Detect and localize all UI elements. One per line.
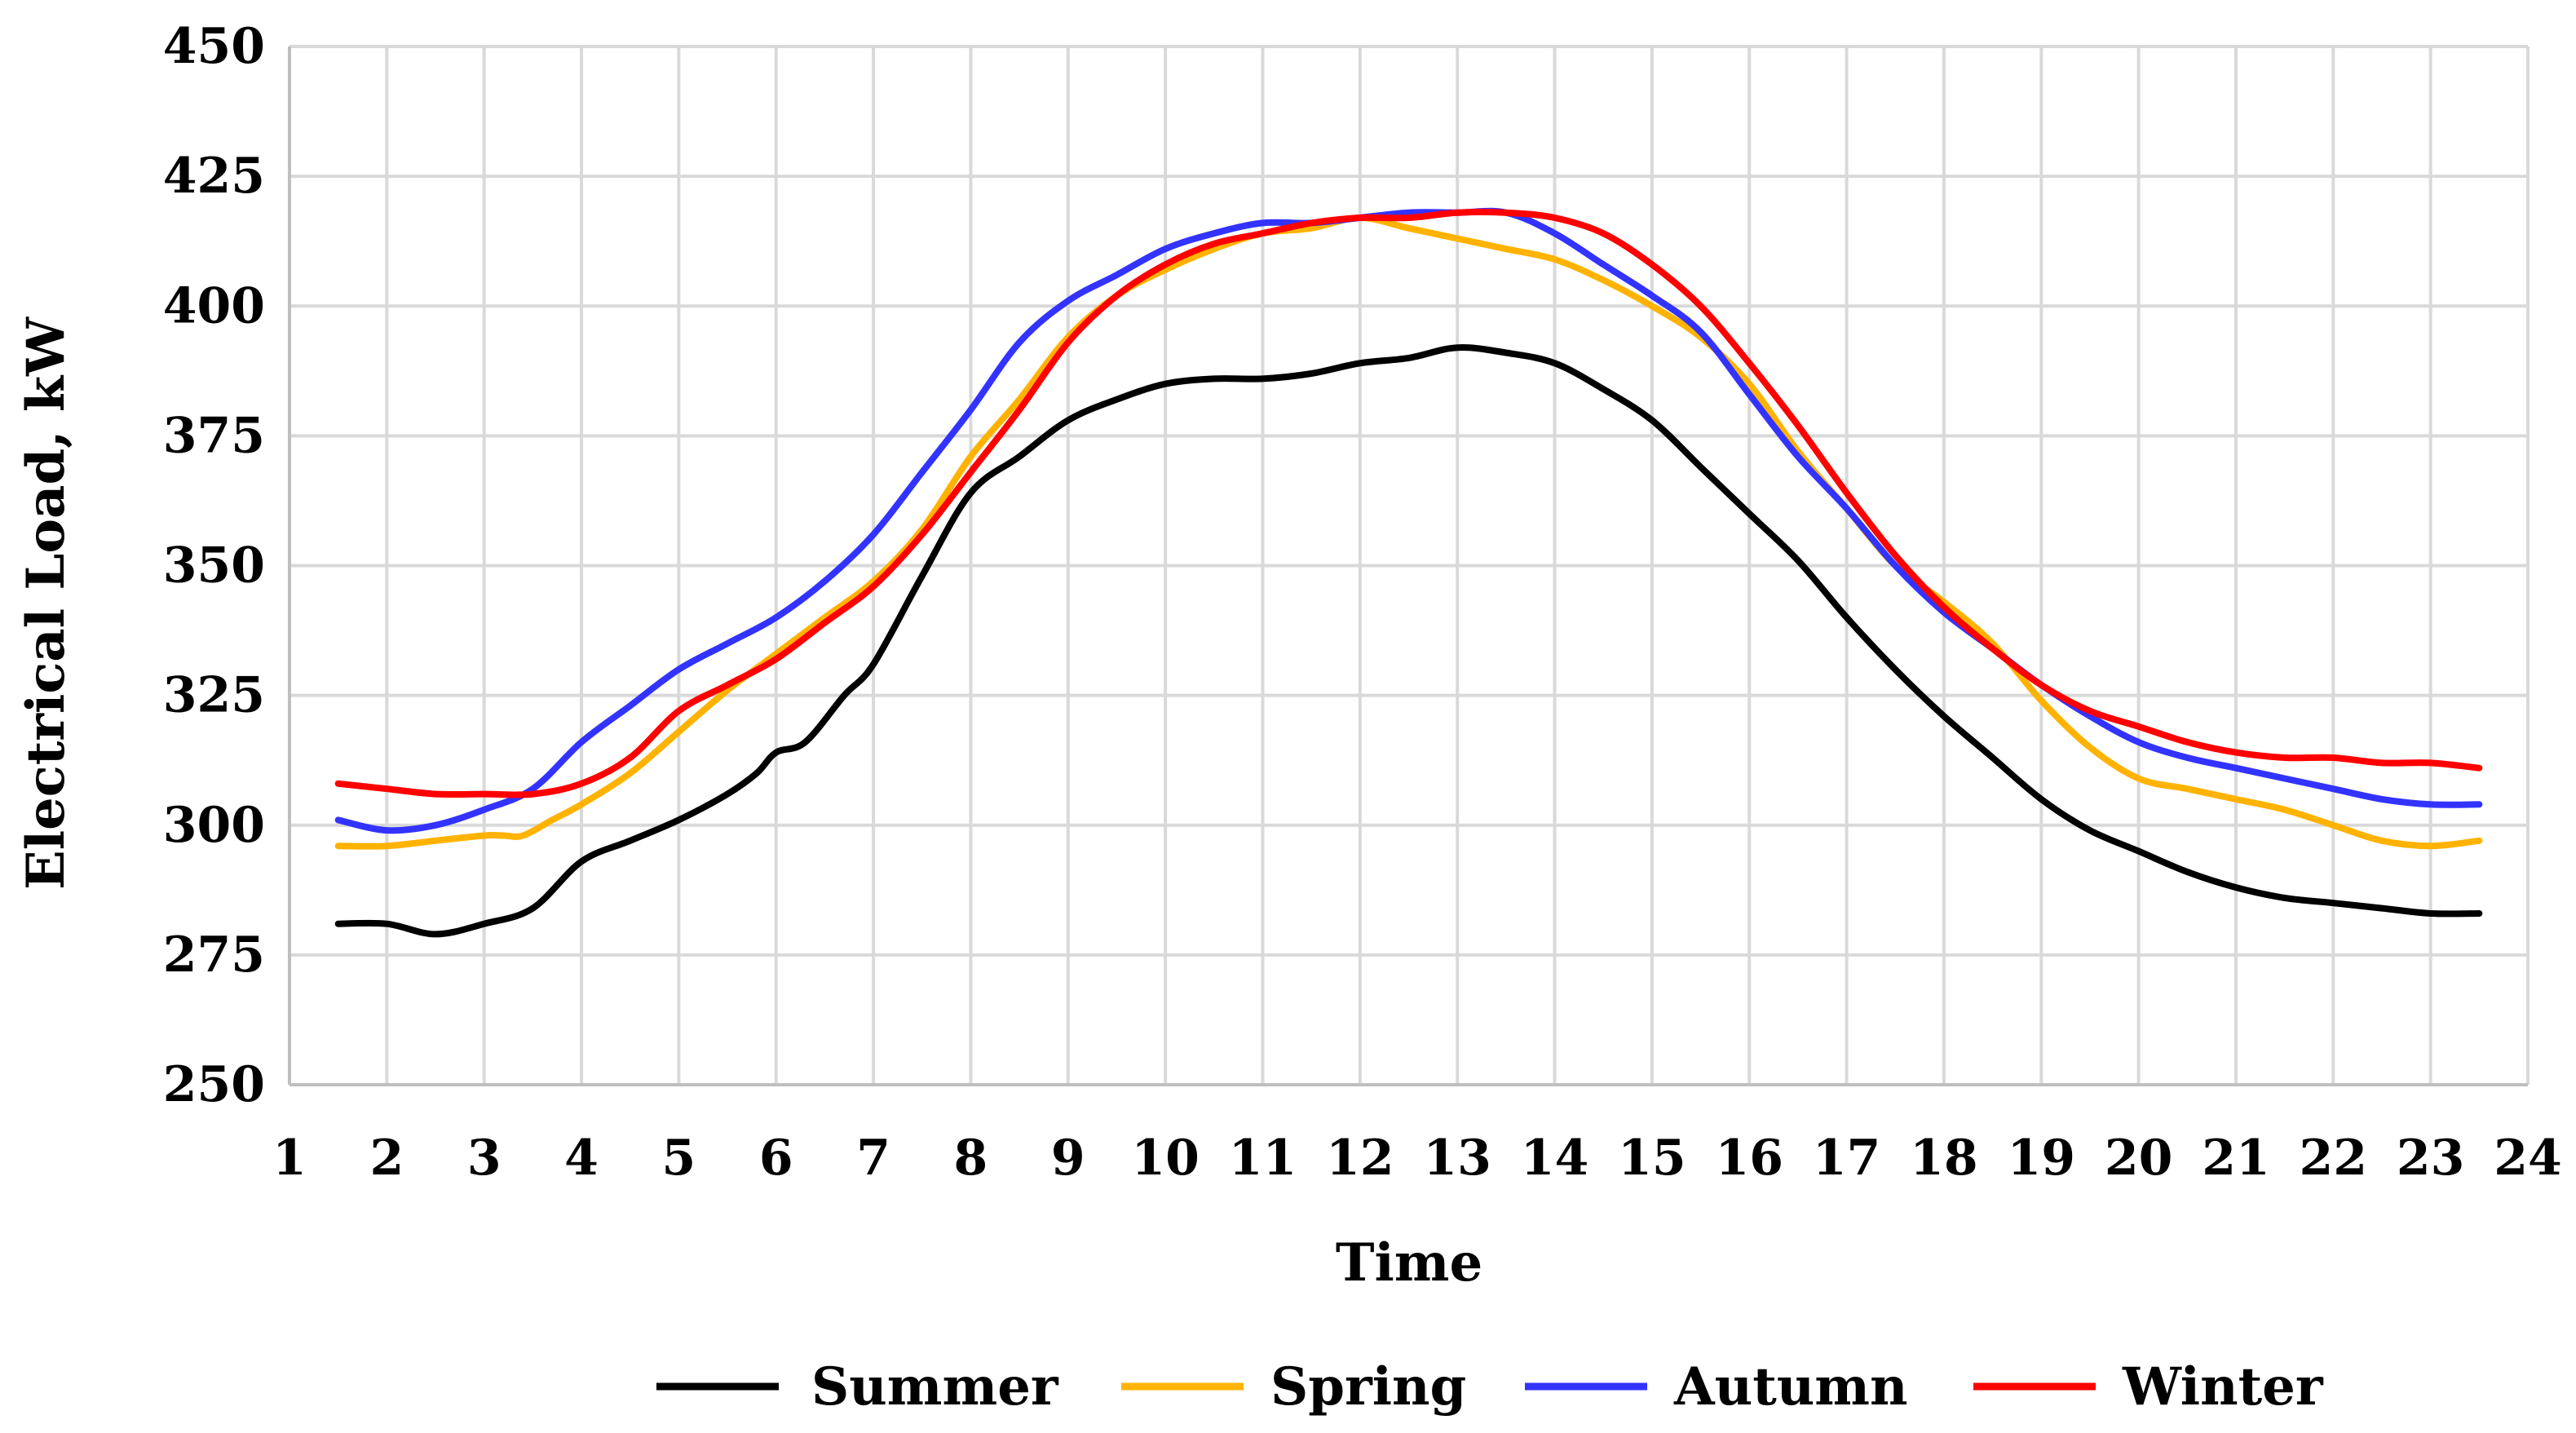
series-line-winter <box>334 208 2483 798</box>
y-tick-label: 325 <box>163 667 265 724</box>
x-tick-label: 5 <box>662 1130 696 1187</box>
legend-label-spring: Spring <box>1270 1356 1466 1418</box>
series-line-autumn <box>334 207 2483 834</box>
x-tick-label: 18 <box>1910 1130 1978 1187</box>
legend-label-autumn: Autumn <box>1673 1356 1908 1418</box>
x-tick-label: 8 <box>954 1130 988 1187</box>
x-tick-label: 17 <box>1813 1130 1881 1187</box>
x-tick-label: 4 <box>564 1130 599 1187</box>
x-tick-label: 20 <box>2105 1130 2173 1187</box>
y-tick-label: 450 <box>163 18 265 75</box>
y-axis-title: Electrical Load, kW <box>15 316 77 890</box>
x-tick-label: 12 <box>1326 1130 1394 1187</box>
x-tick-label: 19 <box>2008 1130 2076 1187</box>
legend: Summer Spring Autumn Winter <box>656 1356 2324 1418</box>
y-tick-label: 375 <box>163 407 265 464</box>
y-tick-label: 300 <box>163 797 265 854</box>
x-tick-label: 14 <box>1521 1130 1589 1187</box>
y-tick-label: 350 <box>163 537 265 595</box>
y-tick-label: 400 <box>163 277 265 334</box>
x-tick-label: 6 <box>759 1130 793 1187</box>
x-tick-label: 15 <box>1618 1130 1686 1187</box>
x-tick-label: 10 <box>1131 1130 1200 1187</box>
x-tick-label: 3 <box>467 1130 502 1187</box>
x-tick-label: 1 <box>272 1130 307 1187</box>
y-tick-label: 250 <box>163 1056 265 1113</box>
x-tick-label: 13 <box>1423 1130 1491 1187</box>
legend-label-summer: Summer <box>811 1356 1059 1418</box>
x-tick-label: 2 <box>369 1130 404 1187</box>
legend-label-winter: Winter <box>2122 1356 2324 1418</box>
x-tick-label: 7 <box>856 1130 890 1187</box>
series-lines <box>334 207 2483 938</box>
x-tick-label: 21 <box>2202 1130 2270 1187</box>
axes <box>288 46 2528 1086</box>
x-tick-label: 11 <box>1229 1130 1297 1187</box>
x-tick-label: 22 <box>2300 1130 2368 1187</box>
y-tick-label: 275 <box>163 927 265 984</box>
x-axis-title: Time <box>1336 1232 1482 1294</box>
x-tick-label: 9 <box>1051 1130 1085 1187</box>
x-tick-label: 16 <box>1715 1130 1783 1187</box>
x-tick-label: 23 <box>2397 1130 2465 1187</box>
series-line-summer <box>334 344 2483 938</box>
x-tick-label: 24 <box>2494 1130 2562 1187</box>
y-tick-label: 425 <box>163 148 265 205</box>
